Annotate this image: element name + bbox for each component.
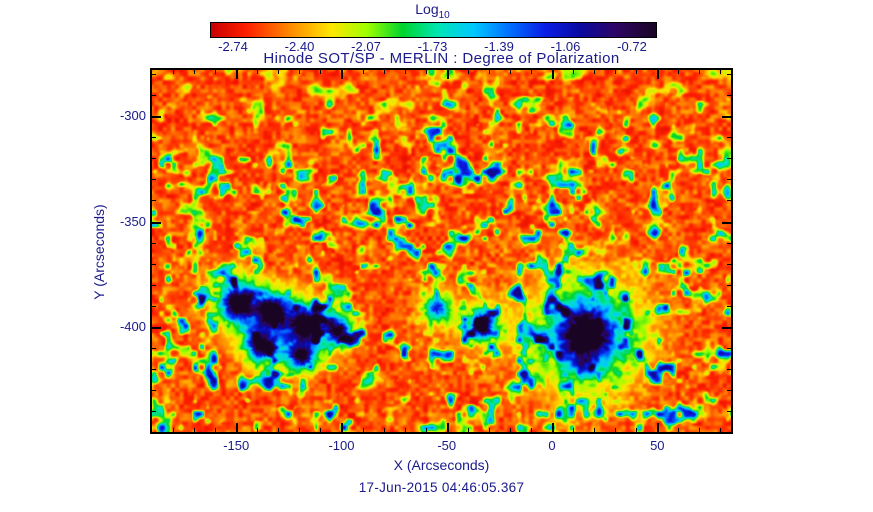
colorbar-tick-labels: -2.74 -2.40 -2.07 -1.73 -1.39 -1.06 -0.72 [210, 39, 655, 54]
y-tick-label: -350 [119, 213, 146, 229]
plot-title: Hinode SOT/SP - MERLIN : Degree of Polar… [263, 50, 620, 67]
x-tick-label: 50 [650, 438, 665, 453]
y-tick-label: -400 [119, 318, 146, 334]
colorbar-tick-label: -1.06 [550, 39, 581, 54]
colorbar-title: Log10 [210, 1, 655, 21]
timestamp-caption: 17-Jun-2015 04:46:05.367 [358, 480, 525, 495]
colorbar-title-subscript: 10 [438, 9, 450, 21]
x-tick-label: -100 [328, 438, 355, 453]
plot-area [150, 68, 733, 434]
colorbar [210, 22, 657, 38]
colorbar-tick-label: -2.74 [218, 39, 248, 54]
x-tick-label: 0 [548, 438, 556, 453]
colorbar-title-text: Log [415, 1, 439, 17]
y-tick-label: -300 [119, 108, 146, 124]
colorbar-tick-label: -2.40 [284, 39, 315, 54]
x-axis-tick-labels: -150 -100 -50 0 50 [152, 438, 731, 454]
colorbar-tick-label: -1.73 [417, 39, 448, 54]
x-tick-label: -50 [437, 438, 457, 453]
colorbar-tick-label: -2.07 [351, 39, 381, 54]
colorbar-tick-label: -1.39 [484, 39, 514, 54]
heatmap-canvas [152, 70, 731, 432]
x-tick-label: -150 [223, 438, 250, 453]
colorbar-tick-label: -0.72 [617, 39, 647, 54]
y-axis-tick-labels: -300 -350 -400 [92, 70, 146, 432]
x-axis-label: X (Arcseconds) [393, 457, 490, 473]
